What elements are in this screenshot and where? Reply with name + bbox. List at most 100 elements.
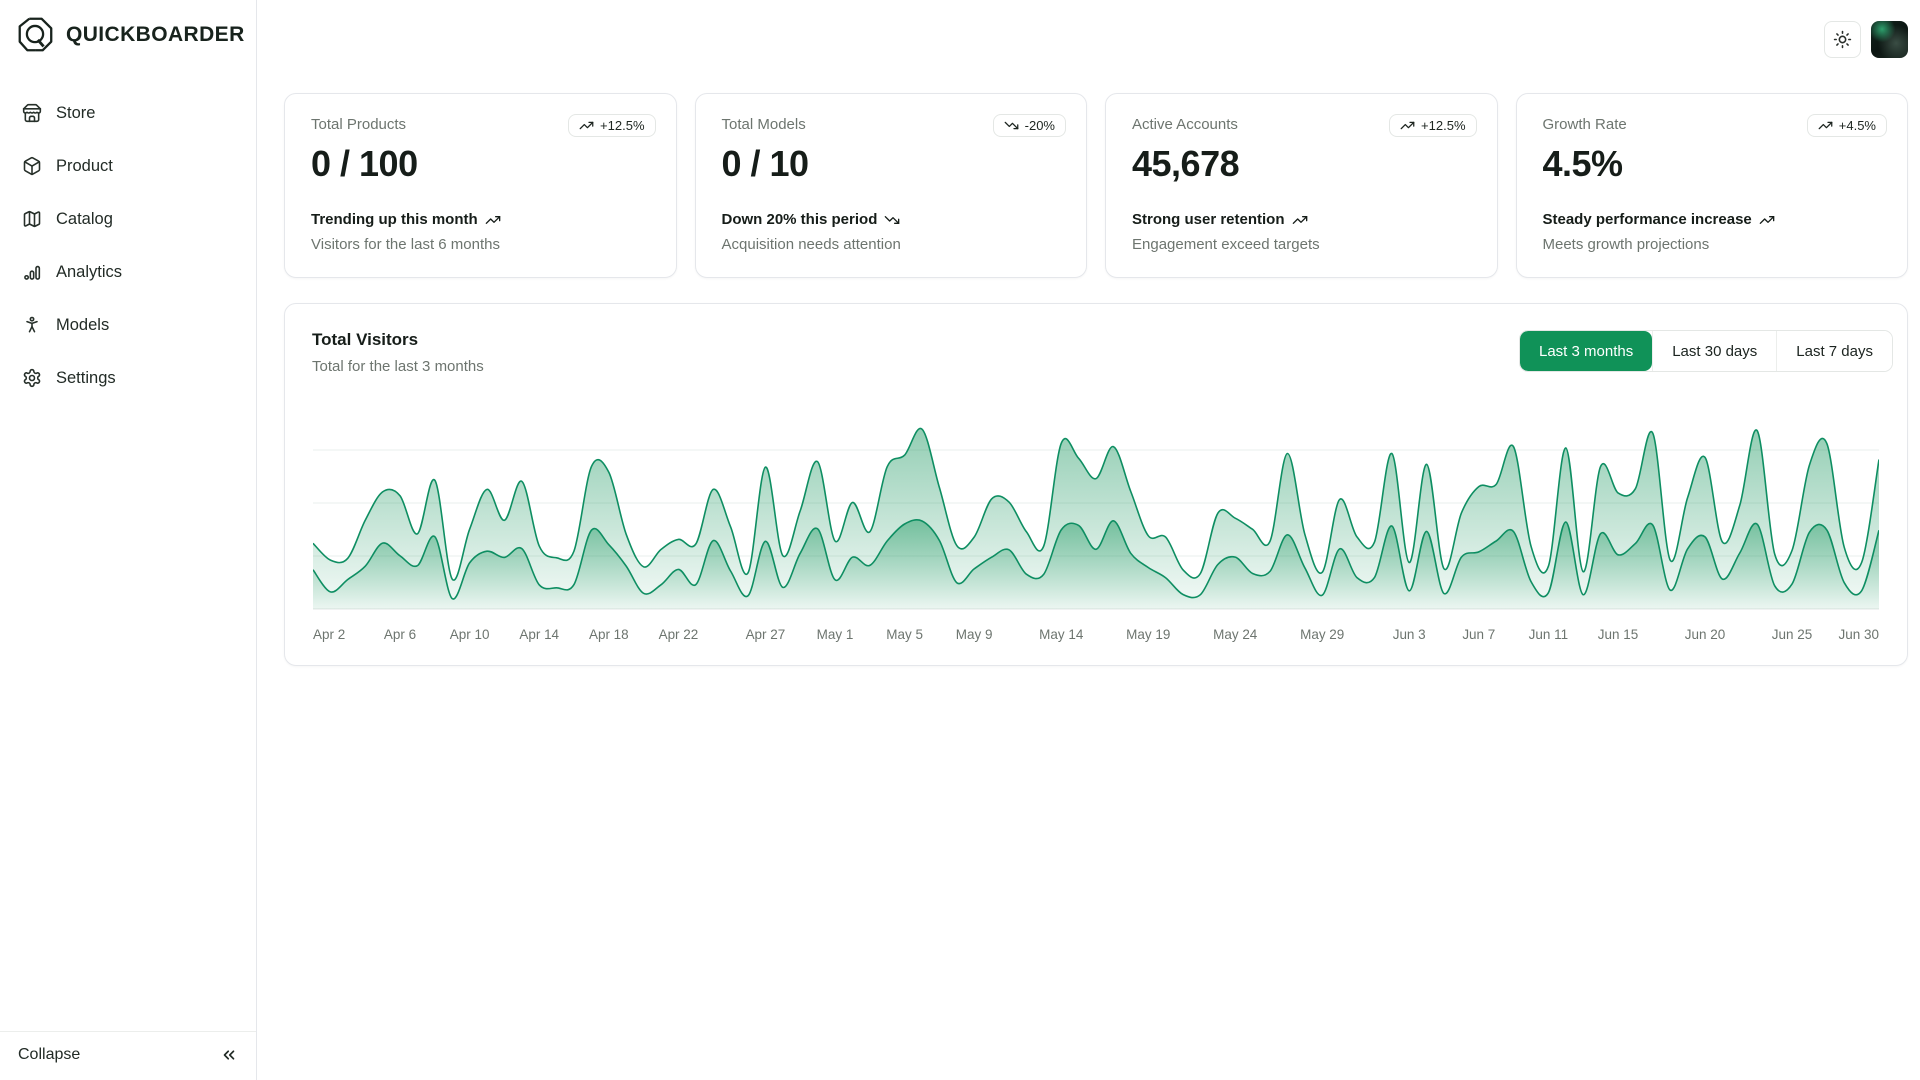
- stat-card-footer: Steady performance increase Meets growth…: [1543, 211, 1888, 253]
- trending-up-icon: [1759, 212, 1775, 228]
- total-visitors-area-chart[interactable]: Apr 2 Apr 6 Apr 10 Apr 14 Apr 18 Apr 22 Apr 27…: [313, 397, 1879, 649]
- x-tick-label: May 14: [1039, 627, 1084, 642]
- trending-up-icon: [1818, 118, 1833, 133]
- theme-toggle-button[interactable]: [1824, 21, 1861, 58]
- sidebar: QUICKBOARDER Store Product: [0, 0, 257, 1080]
- stat-card-footer: Trending up this month Visitors for the …: [311, 211, 656, 253]
- time-range-toggle-group: Last 3 months Last 30 days Last 7 days: [1519, 330, 1893, 372]
- bar-chart-icon: [22, 262, 42, 282]
- trend-badge: -20%: [993, 114, 1066, 137]
- sidebar-item-store[interactable]: Store: [10, 96, 246, 130]
- badge-value: +12.5%: [600, 118, 644, 133]
- x-tick-label: Apr 2: [313, 627, 345, 642]
- x-tick-label: May 29: [1300, 627, 1344, 642]
- stat-card-footer-title: Trending up this month: [311, 211, 656, 228]
- x-tick-label: Apr 27: [746, 627, 786, 642]
- stat-card-value: 0 / 10: [722, 143, 1067, 185]
- sidebar-item-settings[interactable]: Settings: [10, 361, 246, 395]
- x-tick-label: May 24: [1213, 627, 1258, 642]
- stat-card-value: 0 / 100: [311, 143, 656, 185]
- stat-card-value: 45,678: [1132, 143, 1477, 185]
- stat-card-active-accounts: Active Accounts +12.5% 45,678 Strong use…: [1105, 93, 1498, 278]
- trending-up-icon: [579, 118, 594, 133]
- trending-up-icon: [485, 212, 501, 228]
- stat-card-footer-sub: Acquisition needs attention: [722, 236, 1067, 253]
- dashboard-content: Total Products +12.5% 0 / 100 Trending u…: [257, 64, 1920, 666]
- x-tick-label: May 9: [956, 627, 993, 642]
- x-tick-label: Jun 30: [1839, 627, 1879, 642]
- footer-title-text: Steady performance increase: [1543, 211, 1752, 228]
- sidebar-item-label: Analytics: [56, 263, 122, 282]
- package-icon: [22, 156, 42, 176]
- x-tick-label: Jun 15: [1598, 627, 1638, 642]
- badge-value: +4.5%: [1839, 118, 1876, 133]
- trend-badge: +12.5%: [568, 114, 655, 137]
- app-title: QUICKBOARDER: [66, 23, 245, 47]
- store-icon: [22, 103, 42, 123]
- sidebar-collapse-button[interactable]: Collapse: [0, 1031, 256, 1080]
- stat-card-footer-sub: Meets growth projections: [1543, 236, 1888, 253]
- range-last-7-days-button[interactable]: Last 7 days: [1776, 331, 1892, 371]
- stat-card-growth-rate: Growth Rate +4.5% 4.5% Steady performanc…: [1516, 93, 1909, 278]
- sidebar-item-label: Models: [56, 316, 109, 335]
- x-tick-label: May 1: [817, 627, 854, 642]
- stat-cards-row: Total Products +12.5% 0 / 100 Trending u…: [284, 93, 1908, 278]
- stat-card-total-models: Total Models -20% 0 / 10 Down 20% this p…: [695, 93, 1088, 278]
- total-visitors-card: Total Visitors Total for the last 3 mont…: [284, 303, 1908, 666]
- x-tick-label: May 5: [886, 627, 923, 642]
- stat-card-value: 4.5%: [1543, 143, 1888, 185]
- chart-title: Total Visitors: [312, 330, 484, 350]
- sidebar-item-product[interactable]: Product: [10, 149, 246, 183]
- x-tick-label: Jun 3: [1393, 627, 1426, 642]
- footer-title-text: Down 20% this period: [722, 211, 878, 228]
- chart-plot-area: Apr 2 Apr 6 Apr 10 Apr 14 Apr 18 Apr 22 Apr 27…: [285, 397, 1907, 649]
- trending-up-icon: [1292, 212, 1308, 228]
- main-area: Total Products +12.5% 0 / 100 Trending u…: [257, 0, 1920, 1080]
- chart-header: Total Visitors Total for the last 3 mont…: [285, 328, 1907, 375]
- gear-icon: [22, 368, 42, 388]
- chart-subtitle: Total for the last 3 months: [312, 358, 484, 375]
- x-tick-label: Jun 7: [1462, 627, 1495, 642]
- trend-badge: +12.5%: [1389, 114, 1476, 137]
- x-tick-label: Apr 6: [384, 627, 416, 642]
- stat-card-footer-sub: Visitors for the last 6 months: [311, 236, 656, 253]
- chevrons-left-icon: [220, 1046, 238, 1064]
- x-tick-label: Jun 11: [1529, 627, 1568, 642]
- footer-title-text: Strong user retention: [1132, 211, 1285, 228]
- stat-card-footer: Down 20% this period Acquisition needs a…: [722, 211, 1067, 253]
- sun-icon: [1833, 30, 1852, 49]
- trending-down-icon: [884, 212, 900, 228]
- quickboarder-logo-icon: [14, 14, 56, 56]
- stat-card-footer: Strong user retention Engagement exceed …: [1132, 211, 1477, 253]
- trending-down-icon: [1004, 118, 1019, 133]
- range-last-3-months-button[interactable]: Last 3 months: [1520, 331, 1652, 371]
- sidebar-item-label: Catalog: [56, 210, 113, 229]
- x-tick-label: Jun 25: [1772, 627, 1812, 642]
- footer-title-text: Trending up this month: [311, 211, 478, 228]
- range-last-30-days-button[interactable]: Last 30 days: [1652, 331, 1776, 371]
- app-root: QUICKBOARDER Store Product: [0, 0, 1920, 1080]
- sidebar-item-analytics[interactable]: Analytics: [10, 255, 246, 289]
- user-avatar[interactable]: [1871, 21, 1908, 58]
- sidebar-item-catalog[interactable]: Catalog: [10, 202, 246, 236]
- x-tick-label: Apr 14: [519, 627, 559, 642]
- sidebar-item-models[interactable]: Models: [10, 308, 246, 342]
- person-icon: [22, 315, 42, 335]
- sidebar-item-label: Product: [56, 157, 113, 176]
- x-tick-label: Apr 22: [659, 627, 699, 642]
- sidebar-item-label: Settings: [56, 369, 116, 388]
- stat-card-footer-title: Down 20% this period: [722, 211, 1067, 228]
- badge-value: +12.5%: [1421, 118, 1465, 133]
- stat-card-footer-title: Strong user retention: [1132, 211, 1477, 228]
- sidebar-nav: Store Product Catalog: [0, 96, 256, 395]
- x-tick-label: Apr 18: [589, 627, 629, 642]
- x-tick-label: May 19: [1126, 627, 1170, 642]
- x-tick-label: Jun 20: [1685, 627, 1725, 642]
- trend-badge: +4.5%: [1807, 114, 1887, 137]
- x-tick-label: Apr 10: [450, 627, 490, 642]
- collapse-label: Collapse: [18, 1046, 80, 1064]
- stat-card-footer-title: Steady performance increase: [1543, 211, 1888, 228]
- chart-header-text: Total Visitors Total for the last 3 mont…: [312, 330, 484, 375]
- stat-card-total-products: Total Products +12.5% 0 / 100 Trending u…: [284, 93, 677, 278]
- stat-card-footer-sub: Engagement exceed targets: [1132, 236, 1477, 253]
